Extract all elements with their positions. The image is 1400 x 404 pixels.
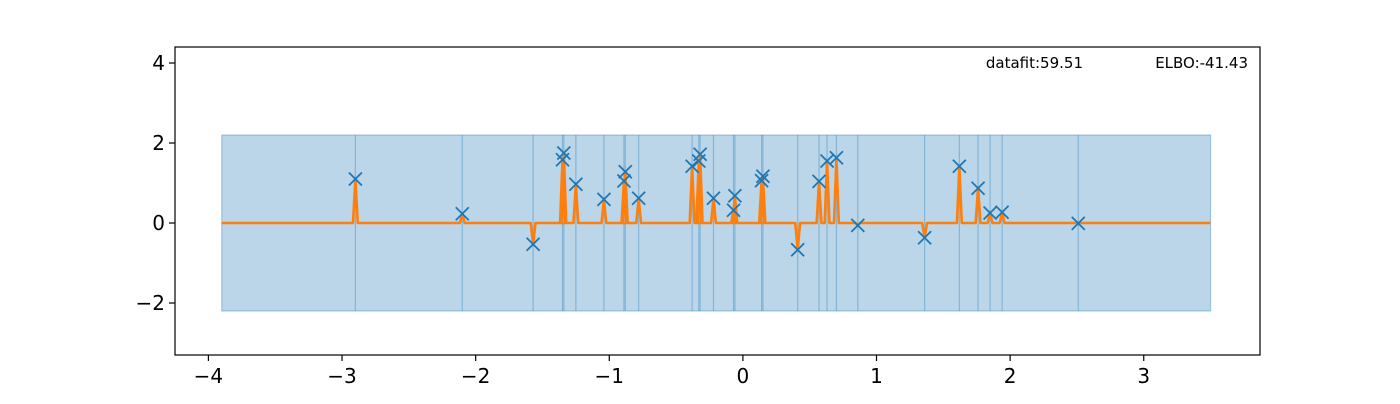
data-point-8 xyxy=(618,164,633,179)
datafit-annotation: datafit:59.51 xyxy=(986,54,1083,72)
x-tick-label-4: 0 xyxy=(737,364,750,388)
data-point-22 xyxy=(850,218,865,233)
data-point-0 xyxy=(348,171,363,187)
data-point-22-stroke-b xyxy=(850,218,865,233)
data-point-26 xyxy=(982,205,998,221)
x-tick-label-3: −1 xyxy=(595,364,624,388)
data-point-21 xyxy=(829,150,844,165)
plot-frame xyxy=(174,46,1261,356)
data-point-12-stroke-b xyxy=(692,147,708,162)
data-point-18 xyxy=(790,242,805,257)
y-tick-label-3: 4 xyxy=(152,51,165,75)
x-tick-label-1: −3 xyxy=(327,364,356,388)
data-point-2 xyxy=(525,237,541,252)
data-point-24-stroke-b xyxy=(952,159,967,174)
x-tick-label-6: 2 xyxy=(1004,364,1017,388)
data-point-14-stroke-b xyxy=(726,203,741,218)
data-point-23-stroke-b xyxy=(917,230,932,245)
data-point-28 xyxy=(1071,216,1086,231)
data-point-0-stroke-b xyxy=(348,171,363,187)
data-point-16-stroke-b xyxy=(754,173,769,188)
data-point-19 xyxy=(811,174,827,189)
data-point-27 xyxy=(994,205,1010,220)
x-tick-label-5: 1 xyxy=(870,364,883,388)
data-point-5 xyxy=(568,177,583,192)
data-point-9-stroke-b xyxy=(631,191,646,206)
data-point-28-stroke-b xyxy=(1071,216,1086,231)
x-axis: −4 −3 −2 −1 0 1 2 3 xyxy=(194,355,1150,388)
data-point-19-stroke-b xyxy=(811,174,827,189)
data-point-14 xyxy=(726,203,741,218)
data-point-15-stroke-b xyxy=(727,188,743,203)
data-point-13 xyxy=(706,191,721,206)
data-point-24 xyxy=(952,159,967,174)
data-point-26-stroke-b xyxy=(982,205,998,221)
data-points xyxy=(348,145,1086,257)
data-point-25-stroke-b xyxy=(970,181,986,196)
y-axis: −2 0 2 4 xyxy=(136,51,175,315)
y-tick-label-2: 2 xyxy=(152,131,165,155)
data-point-15 xyxy=(727,188,743,203)
data-point-21-stroke-b xyxy=(829,150,844,165)
data-point-1-stroke-b xyxy=(455,206,470,221)
data-point-9 xyxy=(631,191,646,206)
data-point-2-stroke-b xyxy=(525,237,541,252)
x-tick-label-7: 3 xyxy=(1137,364,1150,388)
elbo-annotation: ELBO:-41.43 xyxy=(1155,54,1248,72)
data-point-6-stroke-b xyxy=(596,192,612,207)
data-point-13-stroke-b xyxy=(706,191,721,206)
y-tick-label-0: −2 xyxy=(136,291,165,315)
data-point-7-stroke-b xyxy=(616,173,632,189)
x-tick-label-2: −2 xyxy=(461,364,490,388)
y-tick-label-1: 0 xyxy=(152,211,165,235)
data-point-10-stroke-b xyxy=(684,159,700,174)
data-point-27-stroke-b xyxy=(994,205,1010,220)
data-point-10 xyxy=(684,159,700,174)
data-point-4-stroke-b xyxy=(556,145,571,161)
data-point-17 xyxy=(755,169,771,184)
data-point-23 xyxy=(917,230,932,245)
data-point-12 xyxy=(692,147,708,162)
data-point-25 xyxy=(970,181,986,196)
data-point-8-stroke-b xyxy=(618,164,633,179)
data-point-6 xyxy=(596,192,612,207)
data-point-18-stroke-b xyxy=(790,242,805,257)
data-point-17-stroke-b xyxy=(755,169,771,184)
data-point-20 xyxy=(819,153,835,169)
data-point-16 xyxy=(754,173,769,188)
data-point-20-stroke-b xyxy=(819,153,835,169)
data-point-1 xyxy=(455,206,470,221)
data-point-4 xyxy=(556,145,571,161)
data-point-5-stroke-b xyxy=(568,177,583,192)
x-tick-label-0: −4 xyxy=(194,364,223,388)
